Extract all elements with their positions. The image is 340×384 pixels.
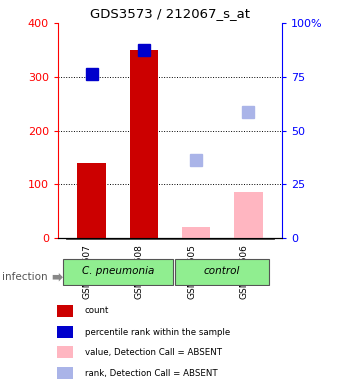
Text: percentile rank within the sample: percentile rank within the sample	[85, 328, 230, 336]
Bar	[234, 192, 262, 238]
Text: control: control	[204, 266, 240, 276]
Bar	[78, 163, 106, 238]
Bar	[182, 227, 210, 238]
Title: GDS3573 / 212067_s_at: GDS3573 / 212067_s_at	[90, 7, 250, 20]
Bar	[118, 238, 170, 239]
Bar	[170, 238, 222, 239]
Bar	[175, 259, 269, 285]
Bar	[130, 50, 158, 238]
Bar	[57, 367, 73, 379]
Bar	[57, 305, 73, 317]
Text: C. pneumonia: C. pneumonia	[82, 266, 154, 276]
Text: infection: infection	[2, 272, 47, 282]
Bar	[57, 326, 73, 338]
Text: count: count	[85, 306, 109, 315]
Text: value, Detection Call = ABSENT: value, Detection Call = ABSENT	[85, 348, 222, 357]
Bar	[63, 259, 173, 285]
Text: rank, Detection Call = ABSENT: rank, Detection Call = ABSENT	[85, 369, 217, 378]
Bar	[57, 346, 73, 358]
Bar	[222, 238, 274, 239]
Bar	[66, 238, 118, 239]
